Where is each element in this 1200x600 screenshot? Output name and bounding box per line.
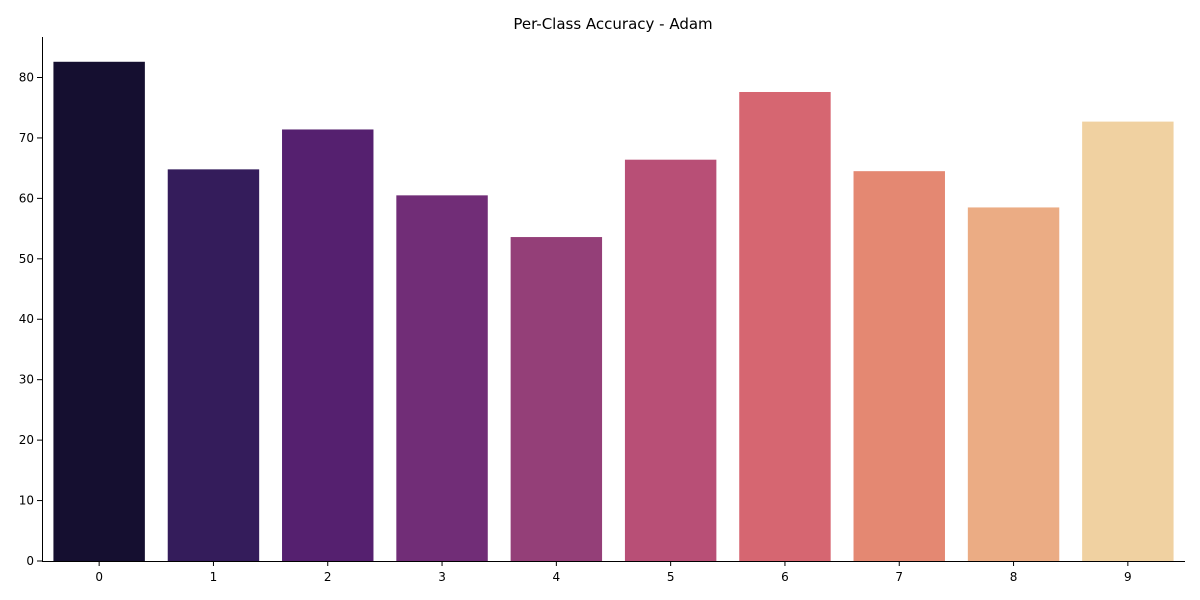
- x-tick-label: 3: [438, 570, 446, 584]
- bar-class-3: [396, 195, 488, 561]
- bar-class-7: [853, 171, 945, 561]
- x-tick-label: 9: [1124, 570, 1132, 584]
- bar-class-9: [1082, 121, 1174, 561]
- y-tick-label: 20: [19, 433, 34, 447]
- x-tick-label: 8: [1010, 570, 1018, 584]
- y-tick-label: 70: [19, 131, 34, 145]
- x-axis: 0 1 2 3 4 5 6 7 8 9: [95, 561, 1132, 584]
- y-tick-label: 40: [19, 312, 34, 326]
- bar-class-2: [282, 129, 374, 561]
- y-tick-label: 80: [19, 70, 34, 84]
- x-tick-label: 7: [895, 570, 903, 584]
- y-tick-label: 30: [19, 373, 34, 387]
- x-tick-label: 4: [553, 570, 561, 584]
- y-tick-label: 0: [26, 554, 34, 568]
- bar-class-5: [624, 159, 717, 561]
- x-tick-label: 6: [781, 570, 789, 584]
- x-tick-label: 2: [324, 570, 332, 584]
- bars-group: [53, 61, 1174, 562]
- y-tick-label: 10: [19, 494, 34, 508]
- y-tick-label: 60: [19, 191, 34, 205]
- bar-class-4: [510, 237, 603, 561]
- chart-title: Per-Class Accuracy - Adam: [513, 15, 712, 33]
- x-tick-label: 0: [95, 570, 103, 584]
- x-tick-label: 5: [667, 570, 675, 584]
- bar-class-1: [167, 169, 260, 561]
- bar-class-0: [53, 61, 145, 562]
- x-tick-label: 1: [210, 570, 218, 584]
- y-axis: 0 10 20 30 40 50 60 70 80: [19, 70, 42, 568]
- bar-class-6: [739, 91, 831, 562]
- bar-class-8: [967, 207, 1060, 562]
- y-tick-label: 50: [19, 252, 34, 266]
